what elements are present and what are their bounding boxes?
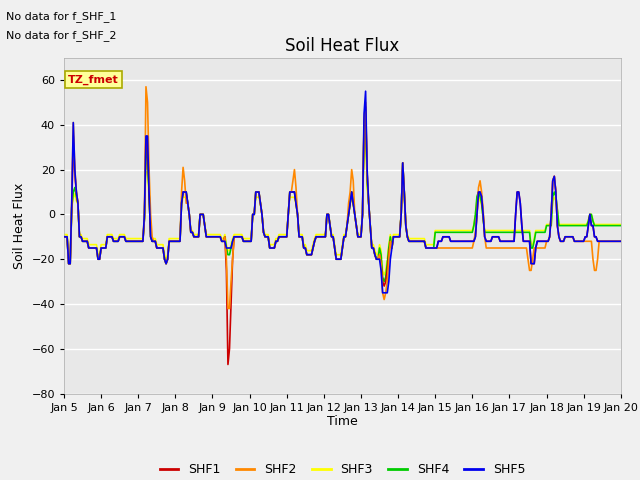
SHF2 [76,234,83,240]
SHF5 [399,160,406,166]
Text: No data for f_SHF_2: No data for f_SHF_2 [6,30,117,41]
SHF1 [224,361,232,367]
Y-axis label: Soil Heat Flux: Soil Heat Flux [13,182,26,269]
SHF4 [412,239,419,244]
SHF5 [379,290,387,296]
SHF4 [76,234,83,240]
SHF3 [552,198,559,204]
SHF2 [60,234,68,240]
SHF3 [412,236,419,241]
SHF5 [362,88,369,94]
SHF5 [380,290,388,296]
SHF1 [399,160,406,166]
SHF1 [164,256,172,262]
SHF4 [380,279,388,285]
SHF4 [399,160,406,166]
SHF3 [164,252,172,258]
SHF4 [164,256,172,262]
SHF5 [412,239,419,244]
SHF1 [76,234,83,240]
Line: SHF5: SHF5 [64,91,621,293]
SHF1 [552,189,559,195]
SHF5 [552,189,559,195]
SHF2 [165,239,173,244]
Line: SHF2: SHF2 [64,87,621,309]
SHF1 [380,283,388,289]
Line: SHF3: SHF3 [64,137,621,275]
SHF4 [362,111,369,117]
SHF2 [552,189,559,195]
SHF1 [617,239,625,244]
Title: Soil Heat Flux: Soil Heat Flux [285,36,399,55]
SHF2 [617,239,625,244]
SHF5 [617,239,625,244]
SHF3 [380,272,388,278]
SHF3 [60,232,68,238]
Text: No data for f_SHF_1: No data for f_SHF_1 [6,11,116,22]
SHF2 [224,306,232,312]
SHF3 [617,222,625,228]
Legend: SHF1, SHF2, SHF3, SHF4, SHF5: SHF1, SHF2, SHF3, SHF4, SHF5 [154,458,531,480]
Text: TZ_fmet: TZ_fmet [68,74,119,85]
SHF5 [60,234,68,240]
SHF4 [379,274,387,280]
SHF4 [617,223,625,228]
X-axis label: Time: Time [327,415,358,429]
SHF3 [76,232,83,238]
SHF2 [412,239,419,244]
SHF4 [552,193,559,199]
SHF2 [399,160,406,166]
Line: SHF1: SHF1 [64,107,621,364]
Line: SHF4: SHF4 [64,114,621,282]
SHF2 [380,297,388,302]
SHF1 [60,234,68,240]
SHF3 [362,134,369,140]
SHF4 [60,234,68,240]
SHF2 [142,84,150,90]
SHF5 [164,256,172,262]
SHF3 [399,172,406,178]
SHF5 [76,234,83,240]
SHF3 [379,268,387,274]
SHF1 [412,239,419,244]
SHF1 [362,104,369,110]
